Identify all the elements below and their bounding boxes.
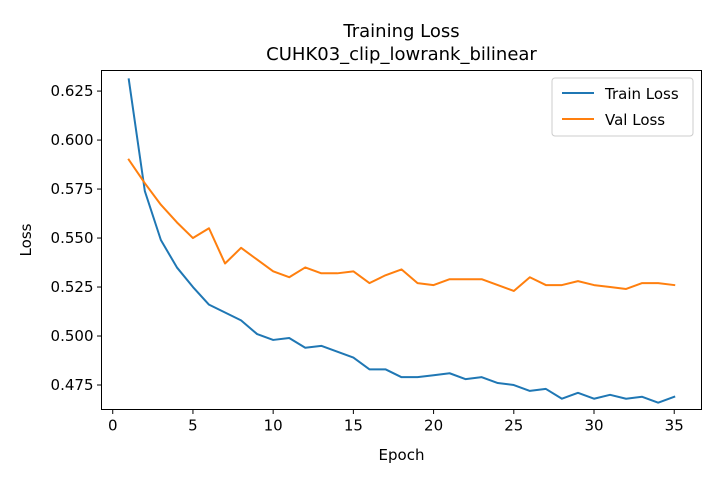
x-tick-label: 20	[424, 417, 443, 435]
plot-frame	[101, 70, 702, 410]
legend-label-val-loss: Val Loss	[605, 111, 665, 129]
plot-area: 0 5 10 15 20 25 30 35 0.475 0.500 0.525 0.550 0.575 0…	[51, 78, 684, 435]
x-tick-label: 25	[504, 417, 523, 435]
y-tick-label: 0.575	[51, 180, 94, 198]
series-line-val-loss	[127, 158, 676, 292]
y-tick-label: 0.550	[51, 229, 94, 247]
x-tick-label: 0	[108, 417, 118, 435]
legend: Train Loss Val Loss	[551, 77, 694, 137]
x-tick-label: 15	[344, 417, 363, 435]
x-tick-label: 10	[264, 417, 283, 435]
y-tick-label: 0.475	[51, 376, 94, 394]
x-tick-label: 5	[188, 417, 198, 435]
chart-subtitle: CUHK03_clip_lowrank_bilinear	[266, 44, 537, 65]
legend-label-train-loss: Train Loss	[604, 85, 679, 103]
y-tick-label: 0.500	[51, 327, 94, 345]
y-tick-label: 0.625	[51, 82, 94, 100]
y-tick-label: 0.525	[51, 278, 94, 296]
x-axis-label: Epoch	[379, 446, 425, 464]
chart-title: Training Loss	[342, 21, 459, 42]
series-line-train-loss	[127, 78, 676, 404]
y-tick-label: 0.600	[51, 131, 94, 149]
x-tick-label: 35	[665, 417, 684, 435]
y-axis-label: Loss	[17, 223, 35, 256]
x-tick-label: 30	[584, 417, 603, 435]
